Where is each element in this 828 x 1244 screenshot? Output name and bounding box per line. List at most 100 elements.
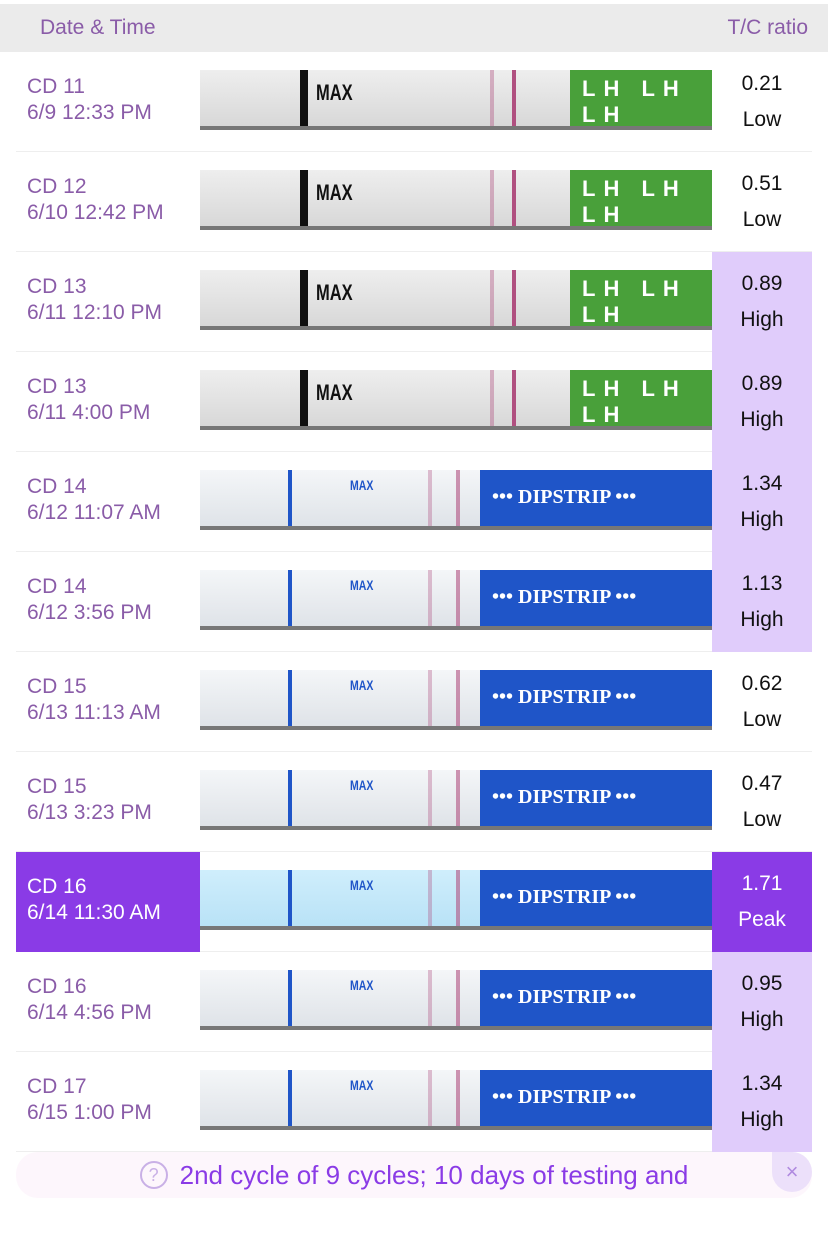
help-icon[interactable]: ?: [139, 1161, 168, 1189]
test-list: CD 11 6/9 12:33 PM MAX LH LH LH 0.21 Low…: [0, 52, 828, 1152]
test-time: 6/10 12:42 PM: [27, 201, 164, 224]
test-strip-photo[interactable]: MAX ••• DIPSTRIP •••: [200, 770, 712, 830]
max-label: MAX: [350, 877, 374, 893]
test-strip-photo[interactable]: MAX ••• DIPSTRIP •••: [200, 670, 712, 730]
ratio-value: 1.34: [741, 1072, 783, 1095]
test-line: [428, 870, 432, 926]
max-marker: [300, 70, 308, 126]
control-line: [512, 70, 516, 126]
test-row[interactable]: CD 16 6/14 4:56 PM MAX ••• DIPSTRIP ••• …: [16, 952, 812, 1052]
max-label: MAX: [316, 380, 353, 405]
max-label: MAX: [350, 777, 374, 793]
ratio-cell: 0.89 High: [712, 252, 812, 352]
test-row[interactable]: CD 15 6/13 11:13 AM MAX ••• DIPSTRIP •••…: [16, 652, 812, 752]
ratio-level: High: [740, 608, 784, 631]
control-line: [512, 170, 516, 226]
test-line: [428, 670, 432, 726]
brand-band: ••• DIPSTRIP •••: [480, 770, 712, 826]
cycle-day: CD 15: [27, 675, 87, 698]
date-time-cell: CD 14 6/12 3:56 PM: [16, 552, 200, 652]
max-marker: [288, 670, 292, 726]
ratio-value: 0.62: [741, 672, 783, 695]
control-line: [456, 770, 460, 826]
ratio-level: Low: [742, 708, 782, 731]
ratio-cell: 0.62 Low: [712, 652, 812, 752]
ratio-cell: 0.89 High: [712, 352, 812, 452]
date-time-cell: CD 13 6/11 4:00 PM: [16, 352, 200, 452]
ratio-level: High: [740, 408, 784, 431]
test-row[interactable]: CD 15 6/13 3:23 PM MAX ••• DIPSTRIP ••• …: [16, 752, 812, 852]
test-row[interactable]: CD 14 6/12 3:56 PM MAX ••• DIPSTRIP ••• …: [16, 552, 812, 652]
test-strip-photo[interactable]: MAX ••• DIPSTRIP •••: [200, 970, 712, 1030]
test-row[interactable]: CD 14 6/12 11:07 AM MAX ••• DIPSTRIP •••…: [16, 452, 812, 552]
max-marker: [288, 570, 292, 626]
ratio-value: 0.95: [741, 972, 783, 995]
brand-band: LH LH LH: [570, 170, 712, 226]
test-strip-photo[interactable]: MAX ••• DIPSTRIP •••: [200, 470, 712, 530]
test-time: 6/9 12:33 PM: [27, 101, 152, 124]
date-time-cell: CD 16 6/14 11:30 AM: [16, 852, 200, 952]
test-row[interactable]: CD 13 6/11 4:00 PM MAX LH LH LH 0.89 Hig…: [16, 352, 812, 452]
brand-band: ••• DIPSTRIP •••: [480, 470, 712, 526]
max-label: MAX: [350, 477, 374, 493]
ratio-cell: 0.95 High: [712, 952, 812, 1052]
close-icon[interactable]: ×: [772, 1152, 812, 1192]
ratio-cell: 1.34 High: [712, 1052, 812, 1152]
ratio-value: 0.51: [741, 172, 783, 195]
max-marker: [300, 370, 308, 426]
test-strip-photo[interactable]: MAX LH LH LH: [200, 170, 712, 230]
control-line: [456, 970, 460, 1026]
date-time-cell: CD 13 6/11 12:10 PM: [16, 252, 200, 352]
test-strip-photo[interactable]: MAX LH LH LH: [200, 70, 712, 130]
cycle-day: CD 13: [27, 375, 87, 398]
test-line: [428, 1070, 432, 1126]
ratio-cell: 1.34 High: [712, 452, 812, 552]
ratio-level: High: [740, 508, 784, 531]
test-row[interactable]: CD 17 6/15 1:00 PM MAX ••• DIPSTRIP ••• …: [16, 1052, 812, 1152]
control-line: [456, 470, 460, 526]
brand-band: ••• DIPSTRIP •••: [480, 870, 712, 926]
ratio-value: 0.21: [741, 72, 783, 95]
control-line: [456, 1070, 460, 1126]
date-time-cell: CD 16 6/14 4:56 PM: [16, 952, 200, 1052]
test-line: [490, 370, 494, 426]
test-strip-photo[interactable]: MAX LH LH LH: [200, 370, 712, 430]
test-time: 6/13 11:13 AM: [27, 701, 161, 724]
ratio-level: Low: [742, 808, 782, 831]
max-marker: [288, 870, 292, 926]
test-strip-photo[interactable]: MAX ••• DIPSTRIP •••: [200, 870, 712, 930]
date-time-cell: CD 15 6/13 11:13 AM: [16, 652, 200, 752]
test-row[interactable]: CD 13 6/11 12:10 PM MAX LH LH LH 0.89 Hi…: [16, 252, 812, 352]
cycle-day: CD 12: [27, 175, 87, 198]
test-line: [490, 70, 494, 126]
ratio-value: 1.34: [741, 472, 783, 495]
table-header: Date & Time T/C ratio: [0, 4, 828, 52]
test-strip-photo[interactable]: MAX LH LH LH: [200, 270, 712, 330]
max-label: MAX: [350, 577, 374, 593]
ratio-level: Low: [742, 208, 782, 231]
ratio-level: High: [740, 308, 784, 331]
test-row[interactable]: CD 16 6/14 11:30 AM MAX ••• DIPSTRIP •••…: [16, 852, 812, 952]
date-time-cell: CD 12 6/10 12:42 PM: [16, 152, 200, 252]
test-row[interactable]: CD 11 6/9 12:33 PM MAX LH LH LH 0.21 Low: [16, 52, 812, 152]
test-time: 6/11 4:00 PM: [27, 401, 151, 424]
brand-band: ••• DIPSTRIP •••: [480, 670, 712, 726]
test-strip-photo[interactable]: MAX ••• DIPSTRIP •••: [200, 1070, 712, 1130]
test-row[interactable]: CD 12 6/10 12:42 PM MAX LH LH LH 0.51 Lo…: [16, 152, 812, 252]
max-label: MAX: [316, 180, 353, 205]
control-line: [456, 670, 460, 726]
max-label: MAX: [316, 280, 353, 305]
ratio-level: High: [740, 1108, 784, 1131]
max-marker: [288, 770, 292, 826]
test-strip-photo[interactable]: MAX ••• DIPSTRIP •••: [200, 570, 712, 630]
max-marker: [300, 170, 308, 226]
test-line: [490, 170, 494, 226]
tc-ratio-header: T/C ratio: [727, 16, 808, 39]
ratio-value: 1.13: [741, 572, 783, 595]
max-marker: [300, 270, 308, 326]
test-time: 6/13 3:23 PM: [27, 801, 152, 824]
cycle-info-banner[interactable]: ? 2nd cycle of 9 cycles; 10 days of test…: [16, 1152, 812, 1198]
ratio-cell: 0.21 Low: [712, 52, 812, 152]
max-marker: [288, 1070, 292, 1126]
test-line: [490, 270, 494, 326]
